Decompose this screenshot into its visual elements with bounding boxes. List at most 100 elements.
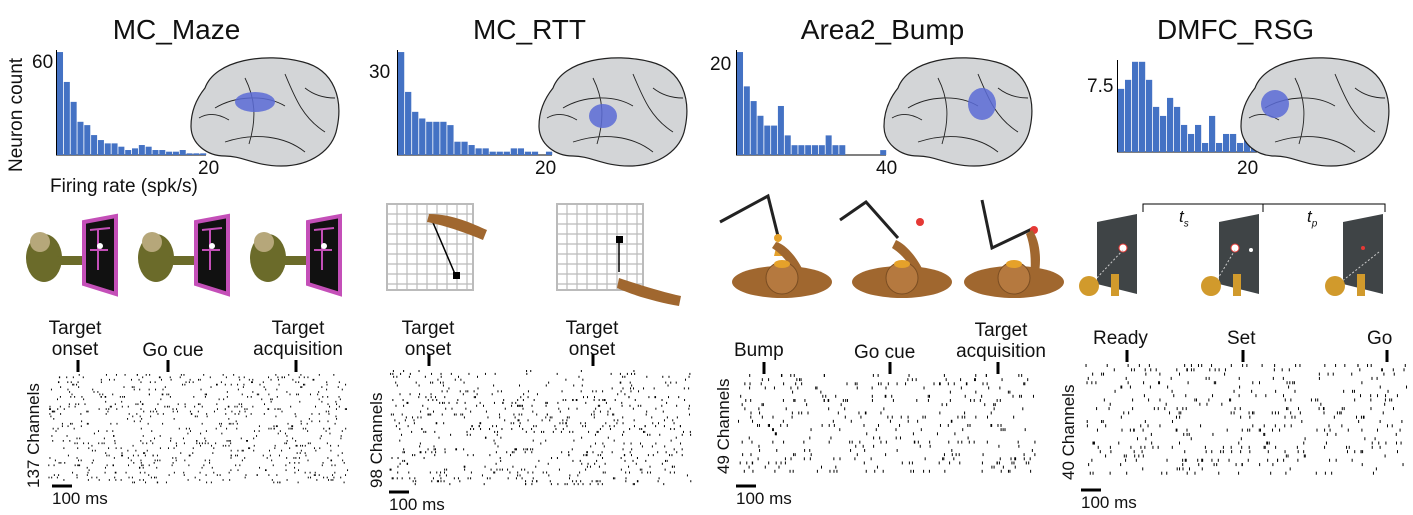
scale-label: 100 ms bbox=[736, 489, 792, 508]
hist-bar bbox=[1146, 79, 1153, 152]
hist-ytick: 60 bbox=[32, 52, 54, 73]
hist-bar bbox=[531, 151, 539, 155]
event-label: Go bbox=[1367, 328, 1393, 349]
histogram bbox=[56, 50, 207, 156]
hist-bar bbox=[1237, 142, 1244, 152]
hist-xlabel: Firing rate (spk/s) bbox=[50, 176, 198, 197]
hist-bar bbox=[1160, 115, 1167, 152]
hist-bar bbox=[812, 145, 819, 155]
task-illustration bbox=[386, 203, 681, 306]
scale-bar bbox=[1081, 488, 1101, 492]
hist-bar bbox=[138, 145, 145, 155]
hist-bar bbox=[1167, 97, 1174, 152]
hist-bar bbox=[832, 145, 839, 155]
hist-bar bbox=[510, 148, 517, 155]
hist-bar bbox=[152, 150, 159, 155]
event-label: Bump bbox=[734, 340, 784, 361]
hist-xtick: 40 bbox=[876, 158, 898, 179]
channels-label: 49 Channels bbox=[714, 378, 733, 474]
hist-xtick: 20 bbox=[535, 158, 557, 179]
hist-xtick: 20 bbox=[198, 158, 220, 179]
panel-title: DMFC_RSG bbox=[1156, 14, 1315, 45]
histogram bbox=[1117, 60, 1258, 153]
hist-bar bbox=[166, 151, 173, 155]
hist-bar bbox=[482, 148, 489, 155]
hist-bar bbox=[489, 151, 496, 155]
hist-bar bbox=[798, 145, 805, 155]
hist-bar bbox=[433, 121, 440, 155]
task-illustration bbox=[1079, 214, 1383, 296]
hist-bar bbox=[1202, 142, 1209, 152]
task-illustration bbox=[719, 193, 1064, 298]
interval-label-tp: tp bbox=[1307, 207, 1318, 230]
panel-area2-bump: Area2_Bump 20 40 bbox=[706, 0, 1064, 514]
hist-bar bbox=[447, 125, 454, 155]
event-ticks bbox=[762, 362, 1000, 374]
hist-bar bbox=[743, 86, 750, 155]
event-label: Set bbox=[1227, 328, 1256, 349]
hist-ytick: 7.5 bbox=[1087, 76, 1114, 97]
spike-raster bbox=[1085, 364, 1408, 475]
task-illustration bbox=[26, 213, 342, 297]
panel-mc-maze: MC_Maze Neuron count 60 20 Firing rate (… bbox=[0, 0, 353, 514]
interval-bracket bbox=[1142, 203, 1386, 212]
hist-bar bbox=[750, 101, 757, 155]
hist-bar bbox=[839, 145, 846, 155]
hist-bar bbox=[111, 143, 118, 155]
event-label: Target acquisition bbox=[253, 318, 343, 360]
hist-bar bbox=[91, 135, 98, 155]
scale-bar bbox=[736, 484, 756, 488]
channels-label: 40 Channels bbox=[1059, 384, 1078, 480]
event-label: Go cue bbox=[854, 342, 916, 363]
hist-bar bbox=[784, 135, 791, 155]
hist-bar bbox=[1118, 88, 1125, 152]
scale-label: 100 ms bbox=[1081, 493, 1137, 512]
hist-ytick: 30 bbox=[369, 62, 391, 83]
hist-bar bbox=[132, 148, 139, 155]
hist-bar bbox=[818, 145, 825, 155]
hist-bar bbox=[412, 111, 419, 155]
panel-mc-rtt: MC_RTT 30 20 Target onset Target onset bbox=[353, 0, 706, 514]
event-label: Target onset bbox=[48, 318, 102, 360]
hist-bar bbox=[805, 145, 812, 155]
histogram bbox=[736, 50, 887, 156]
hist-ylabel: Neuron count bbox=[6, 57, 27, 172]
scale-label: 100 ms bbox=[52, 489, 108, 508]
hist-bar bbox=[419, 118, 426, 155]
hist-bar bbox=[63, 81, 70, 155]
hist-bar bbox=[1139, 61, 1146, 152]
hist-bar bbox=[503, 151, 510, 155]
panel-dmfc-rsg: DMFC_RSG 7.5 20 ts tp bbox=[1059, 0, 1412, 514]
channels-label: 137 Channels bbox=[24, 383, 43, 488]
hist-bar bbox=[1181, 124, 1188, 152]
brain-illustration bbox=[1240, 57, 1390, 167]
hist-bar bbox=[771, 125, 778, 155]
hist-bar bbox=[468, 145, 475, 155]
hist-bar bbox=[398, 52, 405, 155]
event-ticks bbox=[1125, 350, 1389, 362]
panel-title: MC_RTT bbox=[472, 14, 587, 45]
event-label: Target acquisition bbox=[956, 320, 1046, 362]
hist-bar bbox=[524, 151, 532, 155]
region-highlight bbox=[1261, 90, 1289, 118]
event-label: Go cue bbox=[142, 340, 204, 361]
hist-bar bbox=[1230, 133, 1237, 152]
hist-bar bbox=[125, 150, 132, 155]
scale-label: 100 ms bbox=[389, 495, 445, 514]
hist-bar bbox=[1174, 106, 1181, 152]
hist-bar bbox=[825, 135, 832, 155]
channels-label: 98 Channels bbox=[367, 392, 386, 488]
scale-bar bbox=[52, 484, 72, 488]
hist-bar bbox=[1153, 106, 1160, 152]
region-highlight bbox=[235, 92, 275, 112]
hist-bar bbox=[496, 151, 503, 155]
hist-bar bbox=[172, 151, 179, 155]
hist-bar bbox=[1188, 133, 1195, 152]
hist-bar bbox=[461, 141, 468, 155]
hist-ytick: 20 bbox=[710, 54, 732, 75]
hist-bar bbox=[440, 121, 447, 155]
hist-bar bbox=[1209, 115, 1216, 152]
hist-bar bbox=[193, 153, 200, 155]
hist-bar bbox=[118, 146, 125, 155]
event-label: Ready bbox=[1093, 328, 1148, 349]
